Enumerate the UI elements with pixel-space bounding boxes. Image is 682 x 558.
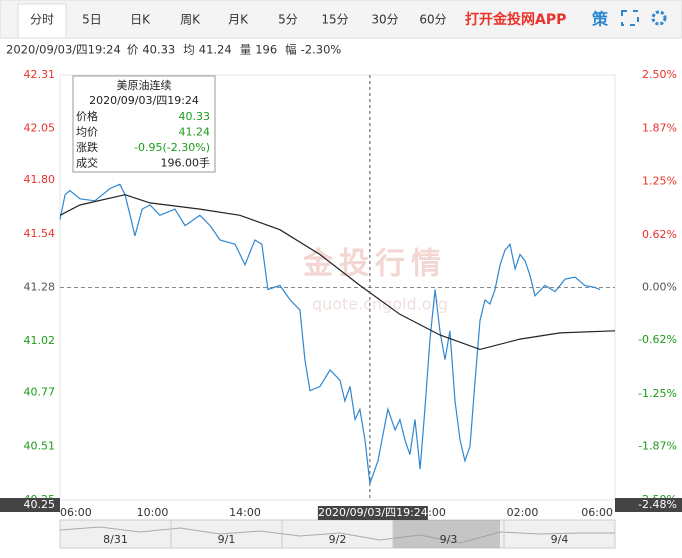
- tab[interactable]: 60分: [419, 13, 446, 27]
- y2-tick-label: -1.25%: [638, 387, 677, 400]
- tooltip: [72, 75, 216, 173]
- y-tick-label: 42.31: [24, 68, 56, 81]
- y2-tick-label: 1.87%: [642, 122, 677, 135]
- settings-icon[interactable]: [651, 10, 667, 26]
- x-tick-label: 14:00: [229, 506, 261, 519]
- info-label: 幅: [285, 43, 297, 57]
- tab[interactable]: 周K: [180, 13, 201, 27]
- strategy-button[interactable]: 策: [591, 10, 609, 29]
- tooltip-label: 均价: [76, 126, 98, 139]
- watermark: 金投行情: [302, 247, 447, 282]
- y-tick-label: 41.02: [24, 334, 56, 347]
- tooltip-value: 196.00手: [161, 156, 211, 170]
- info-value: 40.33: [142, 43, 175, 57]
- navigator: [59, 519, 616, 549]
- y-tick-label: 41.28: [24, 281, 56, 294]
- tooltip-value: 41.24: [179, 126, 211, 139]
- crosshair-y2-box: [615, 498, 682, 512]
- crosshair-y-box: [0, 498, 60, 512]
- tooltip-title: 美原油连续: [117, 78, 172, 92]
- tooltip-label: 成交: [76, 156, 98, 170]
- info-datetime: 2020/09/03/四19:24: [6, 43, 121, 57]
- crosshair-x-box: [317, 506, 428, 520]
- toolbar: [0, 0, 682, 39]
- info-value: 41.24: [199, 43, 232, 57]
- x-tick-label: 10:00: [137, 506, 169, 519]
- tab[interactable]: 5日: [82, 13, 102, 27]
- info-label: 均: [183, 43, 195, 57]
- price-line: [59, 183, 601, 484]
- y-tick-label: 40.51: [24, 439, 56, 452]
- navigator-date: 9/2: [329, 533, 347, 546]
- price-line: [59, 194, 616, 351]
- x-tick-label: 06:00: [60, 506, 92, 519]
- y2-tick-label: 0.62%: [642, 228, 677, 241]
- y2-tick-label: 0.00%: [642, 281, 677, 294]
- tooltip-value: 40.33: [179, 110, 211, 123]
- tooltip-label: 价格: [76, 109, 98, 123]
- active-tab: [17, 3, 67, 39]
- y2-tick-label: 2.50%: [642, 68, 677, 81]
- x-tick-label: 06:00: [581, 506, 613, 519]
- app-link[interactable]: 打开金投网APP: [465, 11, 566, 28]
- info-value: -2.30%: [301, 43, 342, 57]
- tab[interactable]: 月K: [228, 13, 249, 27]
- crosshair-y2-label: -2.48%: [638, 498, 677, 511]
- tooltip-datetime: 2020/09/03/四19:24: [89, 94, 199, 107]
- y-tick-label: 41.80: [24, 173, 56, 186]
- info-value: 196: [255, 43, 277, 57]
- watermark: quote.cngold.org: [312, 295, 448, 314]
- navigator-window[interactable]: [393, 520, 500, 548]
- tab[interactable]: 日K: [130, 13, 151, 27]
- tab[interactable]: 5分: [278, 13, 298, 27]
- fullscreen-icon[interactable]: [621, 10, 639, 26]
- crosshair-y-label: 40.25: [24, 498, 56, 511]
- x-tick-label: 02:00: [507, 506, 539, 519]
- info-label: 价: [127, 43, 139, 57]
- y-tick-label: 40.77: [24, 386, 56, 399]
- tooltip-label: 涨跌: [76, 140, 98, 154]
- navigator-date: 8/31: [103, 533, 128, 546]
- tab[interactable]: 30分: [371, 13, 398, 27]
- y-tick-label: 42.05: [24, 122, 56, 135]
- y2-tick-label: -1.87%: [638, 439, 677, 452]
- crosshair-x-label: 2020/09/03/四19:24: [318, 506, 428, 519]
- y2-tick-label: -0.62%: [638, 333, 677, 346]
- tab[interactable]: 15分: [321, 13, 348, 27]
- navigator-date: 9/4: [551, 533, 569, 546]
- info-label: 量: [240, 43, 252, 57]
- tooltip-value: -0.95(-2.30%): [134, 141, 210, 154]
- navigator-date: 9/3: [440, 533, 458, 546]
- tab[interactable]: 分时: [30, 13, 54, 27]
- navigator-date: 9/1: [218, 533, 236, 546]
- navigator-line: [59, 526, 615, 544]
- y2-tick-label: 1.25%: [642, 174, 677, 187]
- y-tick-label: 41.54: [24, 227, 56, 240]
